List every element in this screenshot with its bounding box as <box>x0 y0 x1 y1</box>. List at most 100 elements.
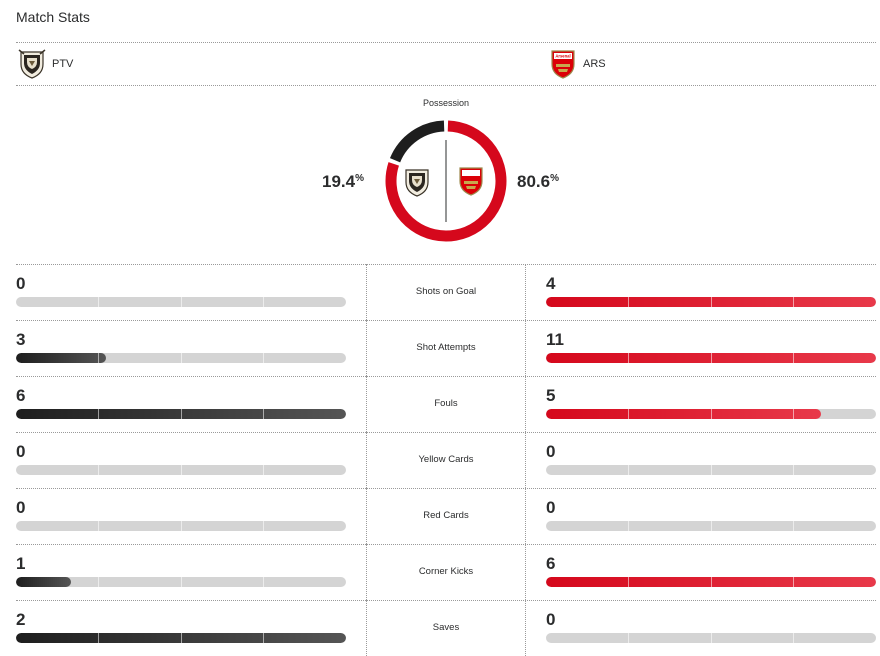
home-stat-bar <box>16 353 346 363</box>
home-stat-bar <box>16 409 346 419</box>
home-stat-bar-fill <box>16 577 71 587</box>
away-stat-value: 5 <box>546 386 556 405</box>
column-divider <box>366 432 367 488</box>
bar-tick <box>711 297 712 307</box>
bar-tick <box>181 409 182 419</box>
away-stat-value: 0 <box>546 442 556 461</box>
bar-tick <box>263 409 264 419</box>
stat-row: 3 Shot Attempts 11 <box>16 320 876 376</box>
bar-tick <box>793 633 794 643</box>
arsenal-crest-icon: Arsenal <box>551 50 575 79</box>
home-stat-bar-fill <box>16 353 106 363</box>
stat-label: Shot Attempts <box>416 342 476 353</box>
divider <box>16 42 876 43</box>
home-stat-value: 2 <box>16 610 26 629</box>
arsenal-crest-text: Arsenal <box>555 54 570 59</box>
column-divider <box>366 264 367 320</box>
column-divider <box>525 488 526 544</box>
possession-home-arc <box>389 120 445 163</box>
row-divider <box>16 600 876 601</box>
away-stat-bar <box>546 633 876 643</box>
bar-tick <box>793 577 794 587</box>
away-stat-value: 11 <box>546 330 564 349</box>
column-divider <box>525 544 526 600</box>
stat-label: Saves <box>432 622 460 633</box>
possession-away-arc <box>385 120 507 242</box>
bar-tick <box>793 409 794 419</box>
port-vale-crest-icon <box>18 49 46 79</box>
bar-tick <box>793 521 794 531</box>
stat-row: 6 Fouls 5 <box>16 376 876 432</box>
bar-tick <box>628 577 629 587</box>
bar-tick <box>628 521 629 531</box>
row-divider <box>16 544 876 545</box>
bar-tick <box>263 633 264 643</box>
column-divider <box>525 600 526 656</box>
away-stat-bar-fill <box>546 409 821 419</box>
bar-tick <box>263 521 264 531</box>
stat-row: 0 Shots on Goal 4 <box>16 264 876 320</box>
home-stat-value: 0 <box>16 442 26 461</box>
column-divider <box>366 376 367 432</box>
column-divider <box>525 264 526 320</box>
bar-tick <box>263 353 264 363</box>
away-stat-bar <box>546 465 876 475</box>
home-stat-value: 0 <box>16 498 26 517</box>
bar-tick <box>181 297 182 307</box>
column-divider <box>366 600 367 656</box>
column-divider <box>366 488 367 544</box>
bar-tick <box>793 353 794 363</box>
bar-tick <box>263 577 264 587</box>
bar-tick <box>711 353 712 363</box>
bar-tick <box>98 521 99 531</box>
bar-tick <box>628 297 629 307</box>
column-divider <box>525 320 526 376</box>
bar-tick <box>181 577 182 587</box>
team-home[interactable]: PTV <box>18 48 73 80</box>
bar-tick <box>711 465 712 475</box>
away-stat-bar <box>546 297 876 307</box>
stat-label: Shots on Goal <box>415 286 477 297</box>
bar-tick <box>711 409 712 419</box>
stat-row: 2 Saves 0 <box>16 600 876 656</box>
bar-tick <box>711 633 712 643</box>
away-stat-bar <box>546 409 876 419</box>
away-stat-value: 4 <box>546 274 556 293</box>
stat-row: 0 Yellow Cards 0 <box>16 432 876 488</box>
bar-tick <box>793 465 794 475</box>
away-stat-value: 0 <box>546 498 556 517</box>
home-stat-value: 1 <box>16 554 26 573</box>
bar-tick <box>628 465 629 475</box>
team-away[interactable]: Arsenal ARS <box>549 48 606 80</box>
stat-label: Yellow Cards <box>418 454 474 465</box>
away-stat-value: 6 <box>546 554 556 573</box>
bar-tick <box>98 633 99 643</box>
bar-tick <box>711 521 712 531</box>
column-divider <box>525 432 526 488</box>
possession-away-pct: 80.6% <box>517 172 559 191</box>
bar-tick <box>98 353 99 363</box>
possession-donut-chart <box>385 120 507 242</box>
home-stat-bar <box>16 577 346 587</box>
bar-tick <box>628 409 629 419</box>
bar-tick <box>98 465 99 475</box>
divider <box>16 85 876 86</box>
bar-tick <box>628 633 629 643</box>
stat-row: 0 Red Cards 0 <box>16 488 876 544</box>
stat-label: Red Cards <box>423 510 469 521</box>
arsenal-crest-icon <box>459 167 483 196</box>
row-divider <box>16 488 876 489</box>
away-stat-value: 0 <box>546 610 556 629</box>
team-away-abbr: ARS <box>583 58 606 70</box>
home-stat-bar <box>16 633 346 643</box>
stat-label: Corner Kicks <box>418 566 474 577</box>
bar-tick <box>181 465 182 475</box>
bar-tick <box>98 409 99 419</box>
bar-tick <box>628 353 629 363</box>
home-stat-bar <box>16 465 346 475</box>
away-stat-bar <box>546 577 876 587</box>
bar-tick <box>98 577 99 587</box>
port-vale-crest-icon <box>405 169 429 197</box>
row-divider <box>16 320 876 321</box>
away-stat-bar <box>546 353 876 363</box>
